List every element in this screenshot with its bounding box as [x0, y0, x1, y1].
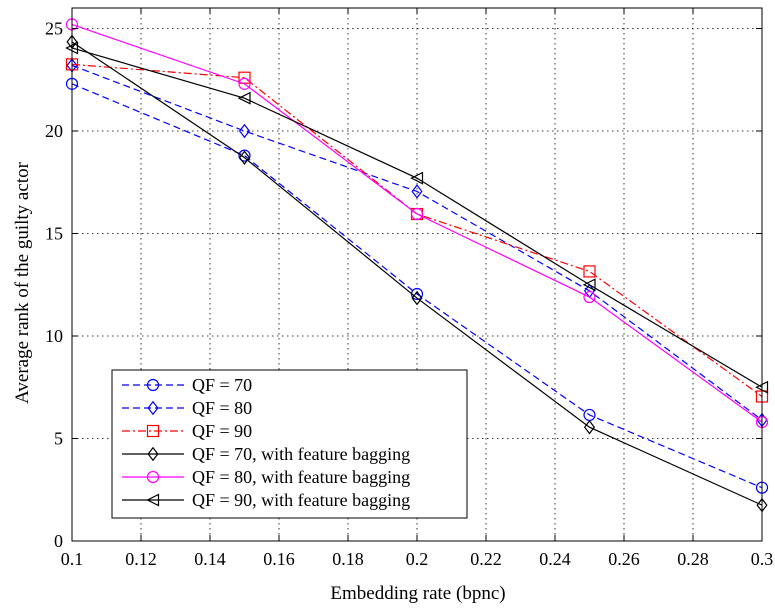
data-point-square [146, 424, 160, 438]
x-tick-label: 0.14 [194, 549, 226, 569]
data-point-square [583, 265, 596, 278]
x-tick-label: 0.3 [751, 549, 774, 569]
data-point-circle [410, 207, 424, 221]
legend-box [111, 369, 468, 519]
legend-entry: QF = 70, with feature bagging [122, 444, 410, 464]
legend-entry: QF = 90 [122, 421, 252, 441]
y-tick-labels: 0 5 10 15 20 25 [45, 19, 63, 552]
y-tick-label: 10 [45, 326, 63, 346]
data-point-diamond [583, 419, 596, 435]
legend-label: QF = 80 [192, 398, 252, 418]
data-point-diamond [238, 150, 251, 165]
y-tick-label: 20 [45, 121, 63, 141]
data-point-diamond [147, 400, 159, 416]
data-point-diamond [238, 123, 251, 139]
legend-label: QF = 80, with feature bagging [192, 467, 410, 487]
series-line [71, 63, 763, 397]
x-tick-label: 0.22 [470, 549, 502, 569]
legend-entry: QF = 80 [122, 398, 252, 418]
data-point-circle [583, 290, 596, 304]
data-point-triangle [410, 171, 424, 185]
grid-lines [72, 8, 762, 541]
data-point-diamond [411, 184, 423, 199]
data-point-circle [146, 378, 160, 392]
series-6 [65, 41, 769, 394]
y-tick-label: 15 [45, 224, 63, 244]
series-line [71, 41, 763, 506]
x-tick-label: 0.16 [263, 549, 295, 569]
legend: QF = 70 QF = 80 QF = 90 QF = 70, with featu… [111, 369, 468, 519]
legend-label: QF = 90, with feature bagging [192, 490, 410, 510]
x-tick-label: 0.1 [61, 549, 84, 569]
legend-label: QF = 90 [192, 421, 252, 441]
data-point-diamond [147, 446, 159, 462]
series-line [71, 64, 763, 421]
x-tick-label: 0.18 [332, 549, 364, 569]
x-axis-label: Embedding rate (bpnc) [330, 583, 505, 604]
data-point-triangle [582, 278, 596, 292]
tick-marks [71, 8, 763, 542]
legend-entry: QF = 90, with feature bagging [122, 490, 410, 510]
y-tick-label: 25 [45, 19, 63, 39]
legend-entry: QF = 80, with feature bagging [122, 467, 410, 487]
y-axis-label: Average rank of the guilty actor [12, 161, 33, 403]
x-tick-label: 0.2 [406, 549, 429, 569]
data-point-triangle [237, 91, 251, 105]
legend-label: QF = 70, with feature bagging [192, 444, 410, 464]
legend-entry: QF = 70 [122, 375, 252, 395]
x-tick-label: 0.28 [677, 549, 709, 569]
x-tick-labels: 0.1 0.12 0.14 0.16 0.18 0.2 0.22 0.24 0.26 0.28 0.… [61, 549, 774, 569]
data-point-square [238, 71, 251, 84]
data-point-circle [238, 77, 251, 90]
data-point-triangle [146, 493, 160, 507]
data-point-diamond [411, 290, 423, 306]
series-line [71, 83, 763, 489]
series-line [71, 47, 763, 388]
y-tick-label: 5 [54, 429, 63, 449]
y-tick-label: 0 [54, 531, 63, 551]
x-tick-label: 0.24 [539, 549, 571, 569]
x-tick-label: 0.26 [608, 549, 640, 569]
x-tick-label: 0.12 [125, 549, 157, 569]
data-point-circle [146, 470, 160, 484]
series-line [71, 23, 763, 423]
data-point-circle [238, 149, 251, 162]
legend-label: QF = 70 [192, 375, 252, 395]
